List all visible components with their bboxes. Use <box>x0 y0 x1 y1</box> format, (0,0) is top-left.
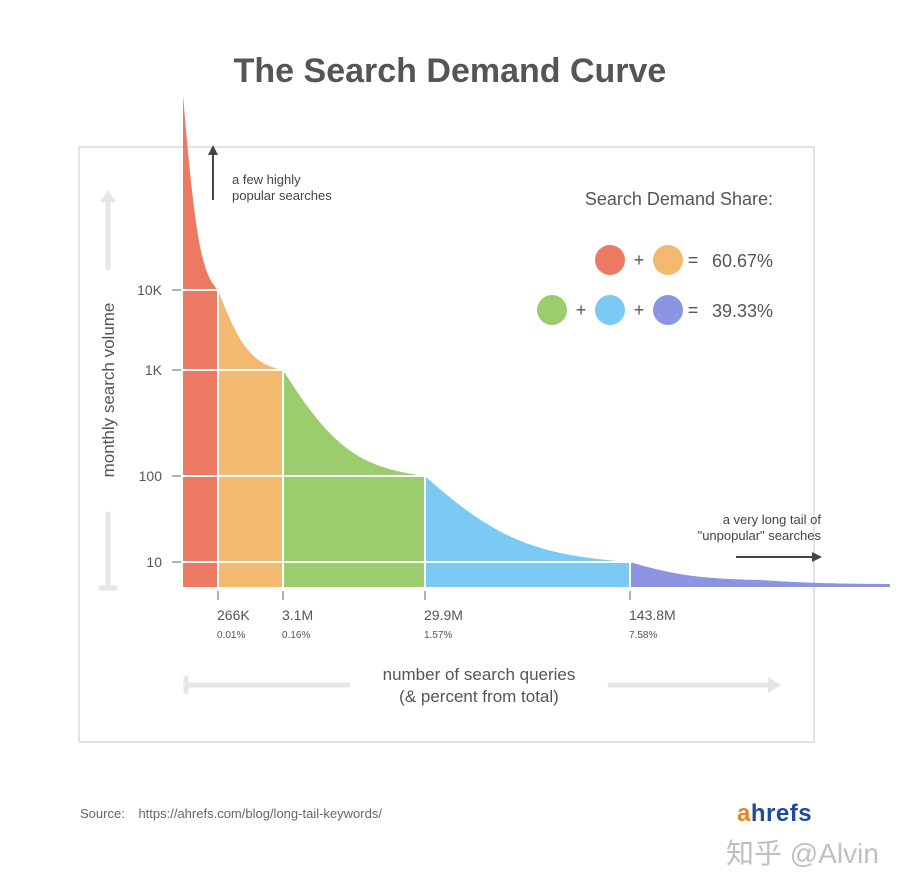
x-tick-value: 266K <box>217 607 250 623</box>
y-tick-label: 1K <box>145 362 163 378</box>
share-swatch <box>653 295 683 325</box>
curve-segment-2 <box>218 95 283 587</box>
share-swatch <box>595 295 625 325</box>
x-tick-percent: 0.01% <box>217 630 245 641</box>
share-swatch <box>595 245 625 275</box>
x-tick-percent: 0.16% <box>282 630 310 641</box>
x-tick-value: 29.9M <box>424 607 463 623</box>
svg-text:=: = <box>688 250 699 270</box>
svg-text:+: + <box>634 300 645 320</box>
annotation-top-2: popular searches <box>232 188 332 203</box>
chart-frame <box>78 146 815 743</box>
svg-text:=: = <box>688 300 699 320</box>
x-axis-label-2: (& percent from total) <box>399 687 559 706</box>
annotation-right-2: "unpopular" searches <box>698 528 822 543</box>
x-tick-percent: 1.57% <box>424 630 452 641</box>
y-tick-label: 10K <box>137 282 163 298</box>
curve-segment-4 <box>425 95 630 587</box>
share-value: 39.33% <box>712 301 773 321</box>
y-axis-label: monthly search volume <box>99 303 118 478</box>
arrow-right-icon <box>812 552 822 562</box>
watermark: 知乎 @Alvin <box>726 838 879 869</box>
curve-segment-3 <box>283 95 425 587</box>
source-line: Source: https://ahrefs.com/blog/long-tai… <box>80 806 382 821</box>
share-value: 60.67% <box>712 251 773 271</box>
x-tick-value: 3.1M <box>282 607 313 623</box>
y-tick-label: 10 <box>146 554 162 570</box>
x-axis-label: number of search queries <box>383 665 576 684</box>
share-swatch <box>653 245 683 275</box>
source-url[interactable]: https://ahrefs.com/blog/long-tail-keywor… <box>138 806 382 821</box>
arrow-up-icon <box>208 145 218 155</box>
x-tick-percent: 7.58% <box>629 630 657 641</box>
y-tick-label: 100 <box>139 468 163 484</box>
share-heading: Search Demand Share: <box>585 189 773 209</box>
share-swatch <box>537 295 567 325</box>
ahrefs-logo: ahrefs <box>737 800 813 827</box>
curve-segment-5 <box>630 95 890 587</box>
svg-text:+: + <box>634 250 645 270</box>
annotation-top-1: a few highly <box>232 172 301 187</box>
svg-text:+: + <box>576 300 587 320</box>
chart-title: The Search Demand Curve <box>233 52 667 90</box>
source-label: Source: <box>80 806 125 821</box>
x-tick-value: 143.8M <box>629 607 676 623</box>
annotation-right-1: a very long tail of <box>723 512 822 527</box>
